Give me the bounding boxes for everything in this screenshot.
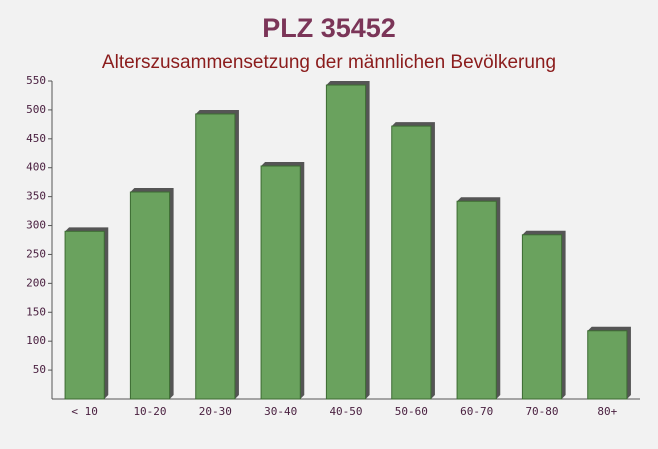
bar <box>195 113 236 400</box>
bar <box>391 125 432 400</box>
x-tick-label: 60-70 <box>460 405 493 418</box>
bar <box>64 230 105 400</box>
bar <box>587 330 628 400</box>
y-tick-label: 150 <box>26 305 46 318</box>
x-tick-label: 30-40 <box>264 405 297 418</box>
bar <box>129 191 171 400</box>
chart-title: PLZ 35452 <box>262 13 396 43</box>
bar <box>456 200 497 400</box>
chart-subtitle: Alterszusammensetzung der männlichen Bev… <box>102 52 556 73</box>
x-tick-label: 20-30 <box>199 405 232 418</box>
y-tick-label: 300 <box>26 219 46 232</box>
bar <box>521 234 563 400</box>
bar <box>260 165 301 400</box>
y-tick-label: 50 <box>33 363 46 376</box>
y-tick-label: 250 <box>26 247 46 260</box>
bar <box>325 84 367 400</box>
y-tick-label: 450 <box>26 132 46 145</box>
x-tick-label: < 10 <box>71 405 98 418</box>
x-tick-label: 70-80 <box>525 405 558 418</box>
x-tick-label: 80+ <box>597 405 617 418</box>
y-tick-label: 350 <box>26 190 46 203</box>
x-tick-label: 40-50 <box>329 405 362 418</box>
y-tick-label: 500 <box>26 103 46 116</box>
y-tick-label: 400 <box>26 161 46 174</box>
y-tick-label: 550 <box>26 74 46 87</box>
x-tick-label: 50-60 <box>395 405 428 418</box>
x-tick-label: 10-20 <box>133 405 166 418</box>
y-tick-label: 200 <box>26 276 46 289</box>
y-tick-label: 100 <box>26 334 46 347</box>
